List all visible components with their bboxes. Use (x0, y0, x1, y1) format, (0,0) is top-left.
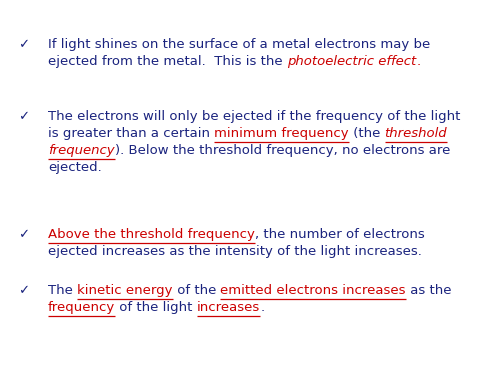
Text: The electrons will only be ejected if the frequency of the light: The electrons will only be ejected if th… (48, 110, 461, 123)
Text: photoelectric effect: photoelectric effect (287, 55, 416, 68)
Text: threshold: threshold (384, 127, 447, 140)
Text: as the: as the (406, 284, 451, 297)
Text: Above the threshold frequency: Above the threshold frequency (48, 228, 255, 241)
Text: emitted electrons increases: emitted electrons increases (220, 284, 406, 297)
Text: minimum frequency: minimum frequency (214, 127, 349, 140)
Text: of the light: of the light (115, 301, 197, 314)
Text: If light shines on the surface of a metal electrons may be: If light shines on the surface of a meta… (48, 38, 430, 51)
Text: of the: of the (172, 284, 220, 297)
Text: frequency: frequency (48, 144, 114, 157)
Text: kinetic energy: kinetic energy (77, 284, 172, 297)
Text: ✓: ✓ (18, 228, 29, 241)
Text: frequency: frequency (48, 301, 115, 314)
Text: ejected.: ejected. (48, 161, 102, 174)
Text: The: The (48, 284, 77, 297)
Text: (the: (the (349, 127, 384, 140)
Text: .: . (260, 301, 264, 314)
Text: is greater than a certain: is greater than a certain (48, 127, 214, 140)
Text: ejected from the metal.  This is the: ejected from the metal. This is the (48, 55, 287, 68)
Text: ✓: ✓ (18, 110, 29, 123)
Text: .: . (416, 55, 420, 68)
Text: ). Below the threshold frequency, no electrons are: ). Below the threshold frequency, no ele… (114, 144, 450, 157)
Text: ✓: ✓ (18, 38, 29, 51)
Text: ejected increases as the intensity of the light increases.: ejected increases as the intensity of th… (48, 245, 422, 258)
Text: increases: increases (197, 301, 260, 314)
Text: ✓: ✓ (18, 284, 29, 297)
Text: , the number of electrons: , the number of electrons (255, 228, 424, 241)
